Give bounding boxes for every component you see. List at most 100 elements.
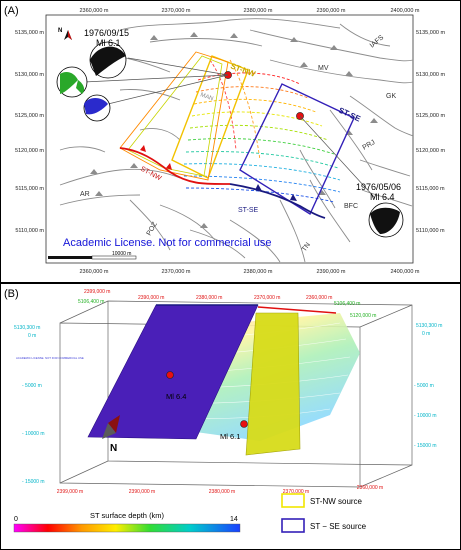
y-tick-right: 5120,000 m (416, 148, 445, 154)
3d-canvas: (B) 2399,000 m 2390,000 m 2380,000 m 237… (0, 283, 461, 550)
st-nw-top-trace (257, 306, 337, 314)
y-tick-left: 5110,000 m (15, 228, 44, 234)
bottom-tick: 2360,000 m (357, 485, 383, 491)
panel-b-3d: (B) 2399,000 m 2390,000 m 2380,000 m 237… (0, 283, 461, 550)
legend-se-label: ST − SE source (310, 522, 367, 531)
st-nw-outline-green (127, 55, 223, 177)
st-nw-plane (245, 312, 301, 456)
focal-mechanism-3 (83, 94, 111, 122)
event-1976-09-mag: Ml 6.1 (96, 38, 121, 48)
y-tick-right: 5110,000 m (416, 228, 445, 234)
north-label-b: N (110, 443, 117, 454)
leader-lines (83, 57, 376, 199)
license-text: Academic License. Not for commercial use (63, 237, 271, 249)
bottom-tick: 2370,000 m (283, 489, 309, 495)
left-depth-tick: - 15000 m (22, 479, 45, 485)
x-tick-bottom: 2360,000 m (79, 269, 108, 275)
colorbar-min: 0 (14, 516, 18, 523)
top-tick: 2360,000 m (306, 295, 332, 301)
left-depth-tick: 5130,300 m (14, 325, 40, 331)
event-1976-05-mag: Ml 6.4 (370, 192, 395, 202)
x-tick-bottom: 2380,000 m (243, 269, 272, 275)
y-tick-right: 5130,000 m (416, 72, 445, 78)
x-tick-bottom: 2400,000 m (390, 269, 419, 275)
y-ticks-left: 5135,000 m 5130,000 m 5125,000 m 5120,00… (15, 30, 44, 234)
label-gk: GK (386, 93, 396, 100)
legend-nw-label: ST-NW source (310, 497, 363, 506)
y-tick-right: 5125,000 m (416, 113, 445, 119)
panel-b-label: (B) (4, 288, 19, 300)
colorbar-max: 14 (230, 516, 238, 523)
top-left-tick: 5106,400 m (78, 299, 104, 305)
focal-mechanism-4 (368, 202, 404, 238)
hypocenter-ml61[interactable] (240, 420, 248, 428)
left-depth-tick: - 10000 m (22, 431, 45, 437)
event-1976-09-date: 1976/09/15 (84, 28, 129, 38)
top-tick: 2399,000 m (84, 289, 110, 295)
bottom-tick: 2399,000 m (57, 489, 83, 495)
label-ml61: Ml 6.1 (220, 432, 240, 441)
y-tick-right: 5115,000 m (416, 186, 445, 192)
top-tick: 2390,000 m (138, 295, 164, 301)
x-tick-top: 2370,000 m (161, 8, 190, 14)
y-tick-left: 5125,000 m (15, 113, 44, 119)
colorbar-title: ST surface depth (km) (90, 511, 165, 520)
st-nw-trace-teeth (140, 145, 172, 170)
bottom-tick: 2380,000 m (209, 489, 235, 495)
fault-traces (59, 18, 414, 263)
legend-se-swatch (281, 518, 305, 533)
y-tick-right: 5135,000 m (416, 30, 445, 36)
right-depth-tick: - 15000 m (414, 443, 437, 449)
st-se-trace (229, 183, 326, 219)
label-tn: TN (301, 241, 312, 253)
event-1976-05-date: 1976/05/06 (356, 182, 401, 192)
scale-bar: 10000 m (48, 251, 137, 260)
north-label-a: N (58, 28, 62, 34)
x-tick-top: 2390,000 m (316, 8, 345, 14)
y-ticks-right: 5135,000 m 5130,000 m 5125,000 m 5120,00… (416, 30, 445, 234)
bottom-ticks: 2399,000 m 2390,000 m 2380,000 m 2370,00… (57, 485, 383, 495)
colorbar-gradient (13, 523, 241, 533)
right-depth-ticks: 5130,300 m 0 m - 5000 m - 10000 m - 1500… (414, 323, 442, 449)
north-arrow-b: N (102, 415, 120, 454)
x-ticks-top: 2360,000 m 2370,000 m 2380,000 m 2390,00… (79, 8, 419, 14)
st-nw-trace (119, 147, 231, 185)
north-arrow-a: N (58, 28, 72, 40)
y-tick-left: 5120,000 m (15, 148, 44, 154)
panel-a-map: (A) 2360,000 m 2370,000 m 2380,000 m 239… (0, 0, 461, 283)
st-se-trace-teeth (255, 184, 297, 201)
label-ar: AR (80, 191, 90, 198)
left-depth-tick: 0 m (28, 333, 36, 339)
scale-bar-label: 10000 m (112, 251, 131, 257)
x-tick-top: 2380,000 m (243, 8, 272, 14)
left-depth-ticks: 5130,300 m 0 m - 5000 m - 10000 m - 1500… (14, 325, 45, 485)
label-man: MAN (199, 92, 214, 102)
y-tick-left: 5135,000 m (15, 30, 44, 36)
panel-a-label: (A) (4, 5, 19, 17)
bottom-tick: 2390,000 m (129, 489, 155, 495)
x-tick-bottom: 2370,000 m (161, 269, 190, 275)
hypocenter-ml64[interactable] (166, 371, 174, 379)
focal-mechanism-1 (89, 41, 127, 79)
legend-nw-swatch (281, 493, 305, 508)
y-tick-left: 5130,000 m (15, 72, 44, 78)
map-canvas: (A) 2360,000 m 2370,000 m 2380,000 m 239… (0, 0, 461, 283)
top-tick: 2380,000 m (196, 295, 222, 301)
focal-mechanism-2 (56, 66, 88, 98)
tiny-license: ACADEMIC LICENSE. NOT FOR COMMERCIAL USE (16, 356, 84, 360)
depth-colorbar: ST surface depth (km) 0 14 (13, 511, 241, 533)
right-depth-tick: - 10000 m (414, 413, 437, 419)
source-legend: ST-NW source ST − SE source (281, 493, 367, 533)
st-nw-outline-orange (119, 51, 229, 181)
label-st-se-trace: ST-SE (238, 207, 259, 214)
label-mv: MV (318, 65, 329, 72)
y-tick-left: 5115,000 m (15, 186, 44, 192)
top-tick: 2370,000 m (254, 295, 280, 301)
st-nw-source-box (171, 55, 249, 179)
label-ml64: Ml 6.4 (166, 392, 186, 401)
x-tick-bottom: 2390,000 m (316, 269, 345, 275)
x-tick-top: 2400,000 m (390, 8, 419, 14)
right-depth-tick: 5130,300 m (416, 323, 442, 329)
left-depth-tick: - 5000 m (22, 383, 42, 389)
right-depth-tick: 0 m (422, 331, 430, 337)
